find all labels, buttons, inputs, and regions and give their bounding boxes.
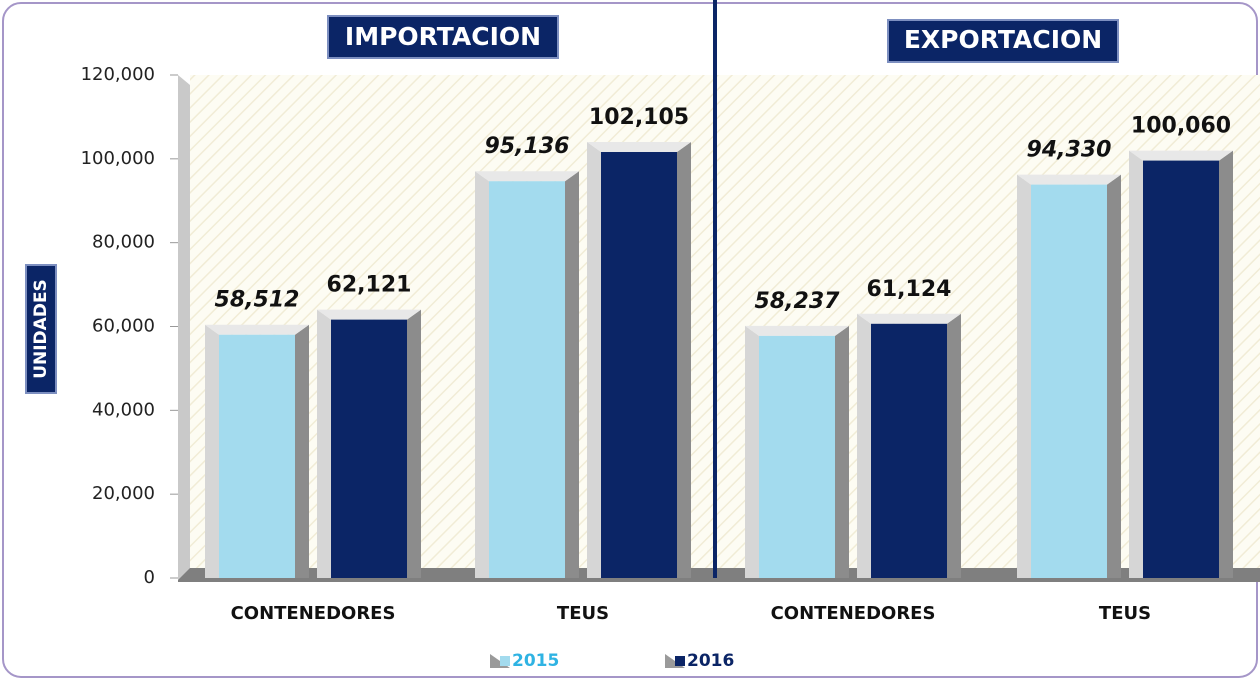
x-tick-label: TEUS xyxy=(1099,603,1151,624)
bar-top xyxy=(317,309,421,320)
bar-side xyxy=(1107,174,1121,578)
bar xyxy=(331,319,407,578)
data-label: 58,237 xyxy=(755,289,841,314)
bar xyxy=(601,152,677,578)
y-tick-label: 80,000 xyxy=(92,232,155,253)
y-axis-label: UNIDADES xyxy=(31,279,51,379)
panel-label: EXPORTACION xyxy=(904,25,1102,54)
bar-top xyxy=(857,313,961,324)
bar-side xyxy=(1129,150,1143,578)
bar-side xyxy=(475,171,489,578)
legend-label: 2015 xyxy=(512,651,559,671)
bar-top xyxy=(745,325,849,336)
bar-top xyxy=(1017,174,1121,185)
bar-side xyxy=(1017,174,1031,578)
legend-label: 2016 xyxy=(687,651,734,671)
bar-top xyxy=(587,142,691,153)
y-tick-label: 120,000 xyxy=(81,64,155,85)
bar-side xyxy=(295,324,309,578)
data-label: 61,124 xyxy=(867,277,952,302)
y-tick-label: 0 xyxy=(144,567,155,588)
bar-side xyxy=(587,142,601,578)
bar xyxy=(489,181,565,578)
data-label: 58,512 xyxy=(215,288,300,313)
x-tick-label: CONTENEDORES xyxy=(231,603,396,624)
bar-side xyxy=(835,325,849,578)
data-label: 62,121 xyxy=(327,273,412,298)
bar xyxy=(1031,184,1107,578)
bar-top xyxy=(475,171,579,182)
bar-side xyxy=(205,324,219,578)
bar-side xyxy=(947,313,961,578)
x-tick-label: CONTENEDORES xyxy=(771,603,936,624)
bar-side xyxy=(1219,150,1233,578)
data-label: 95,136 xyxy=(485,134,570,159)
bar-side xyxy=(565,171,579,578)
bar-side xyxy=(317,309,331,578)
data-label: 100,060 xyxy=(1131,114,1231,139)
y-label-box xyxy=(25,264,57,394)
legend-swatch xyxy=(675,656,685,666)
y-tick-label: 100,000 xyxy=(81,148,155,169)
data-label: 102,105 xyxy=(589,105,689,130)
panel-label: IMPORTACION xyxy=(345,22,541,51)
bar-side xyxy=(857,313,871,578)
bar xyxy=(219,334,295,578)
bar-top xyxy=(1129,150,1233,161)
bar xyxy=(1143,160,1219,578)
bar-side xyxy=(745,325,759,578)
y-tick-label: 60,000 xyxy=(92,316,155,337)
y-tick-label: 40,000 xyxy=(92,399,155,420)
floor xyxy=(178,568,1260,582)
bar-side xyxy=(677,142,691,578)
bar xyxy=(871,323,947,578)
y-tick-label: 20,000 xyxy=(92,483,155,504)
panel-label-box xyxy=(887,19,1119,63)
panel-label-box xyxy=(327,15,559,59)
x-tick-label: TEUS xyxy=(557,603,609,624)
legend-swatch xyxy=(500,656,510,666)
bar-top xyxy=(205,324,309,335)
back-wall xyxy=(178,75,190,580)
bar xyxy=(759,335,835,578)
data-label: 94,330 xyxy=(1027,138,1112,163)
bar-side xyxy=(407,309,421,578)
